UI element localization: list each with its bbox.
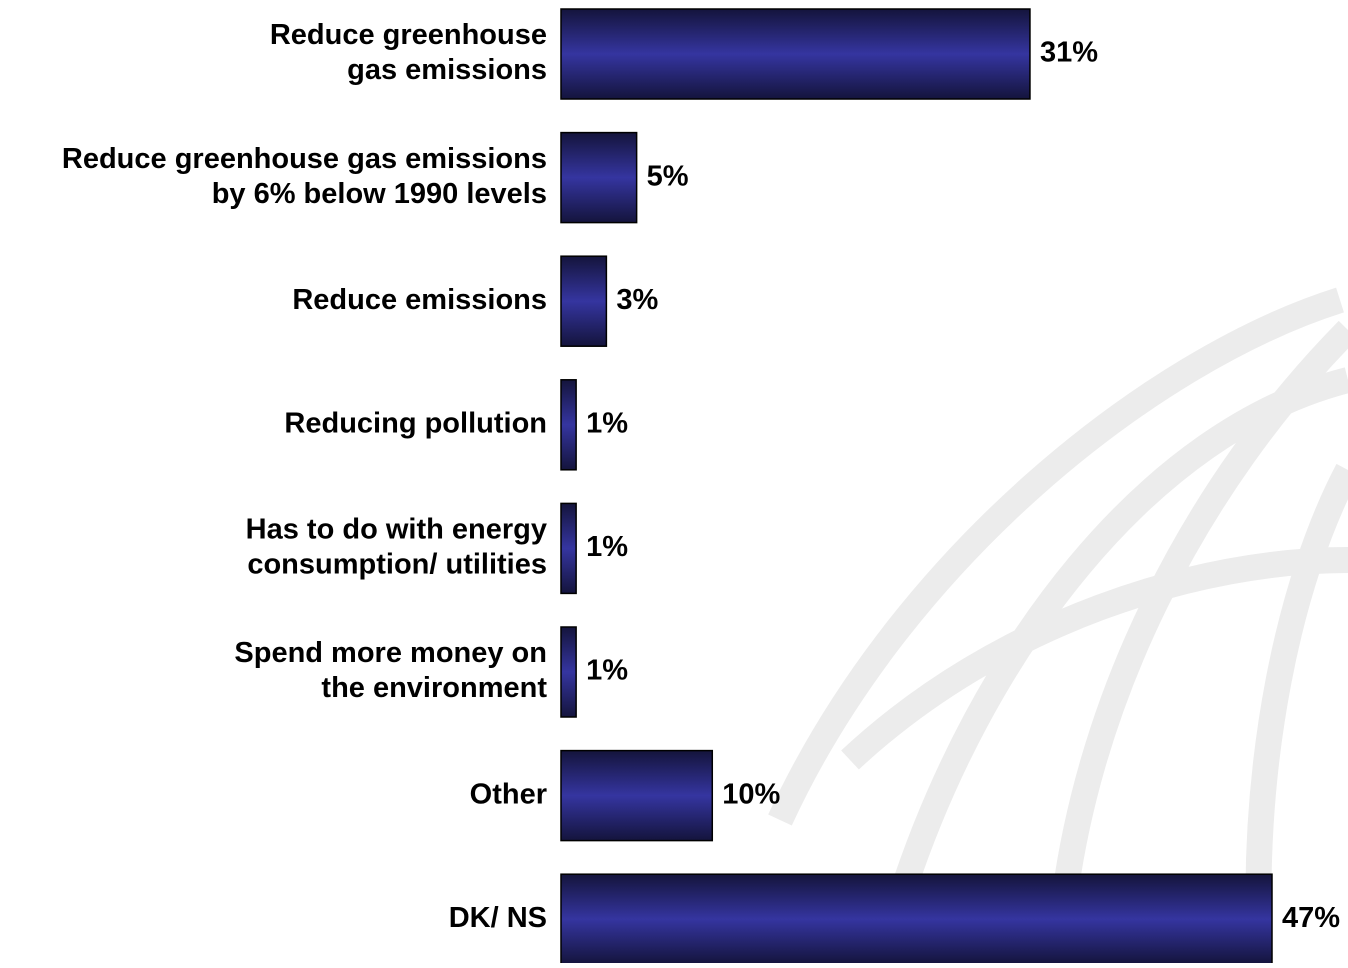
bar: [560, 502, 577, 595]
category-label: Reduce greenhouse: [270, 19, 547, 51]
value-label: 10%: [722, 778, 780, 810]
category-label: Reduce emissions: [292, 284, 547, 316]
category-label: gas emissions: [347, 54, 547, 86]
category-label: Spend more money on: [234, 637, 547, 669]
bar: [560, 131, 638, 224]
value-label: 1%: [586, 531, 628, 563]
bar: [560, 873, 1273, 965]
category-label: Reducing pollution: [284, 407, 547, 439]
value-label: 3%: [616, 284, 658, 316]
bar: [560, 255, 608, 347]
category-label: Other: [470, 778, 547, 810]
bar: [560, 626, 577, 718]
category-label: DK/ NS: [449, 902, 547, 934]
value-label: 1%: [586, 407, 628, 439]
bar: [560, 749, 714, 842]
background-globe: [768, 287, 1348, 961]
value-label: 5%: [647, 160, 689, 192]
bar: [560, 379, 577, 471]
value-label: 1%: [586, 655, 628, 687]
value-label: 47%: [1282, 902, 1340, 934]
bar: [560, 8, 1031, 100]
category-label: consumption/ utilities: [247, 549, 547, 581]
category-label: by 6% below 1990 levels: [212, 178, 547, 210]
value-label: 31%: [1040, 37, 1098, 69]
category-label: Has to do with energy: [246, 514, 547, 546]
category-label: Reduce greenhouse gas emissions: [62, 143, 547, 175]
category-label: the environment: [321, 672, 547, 704]
